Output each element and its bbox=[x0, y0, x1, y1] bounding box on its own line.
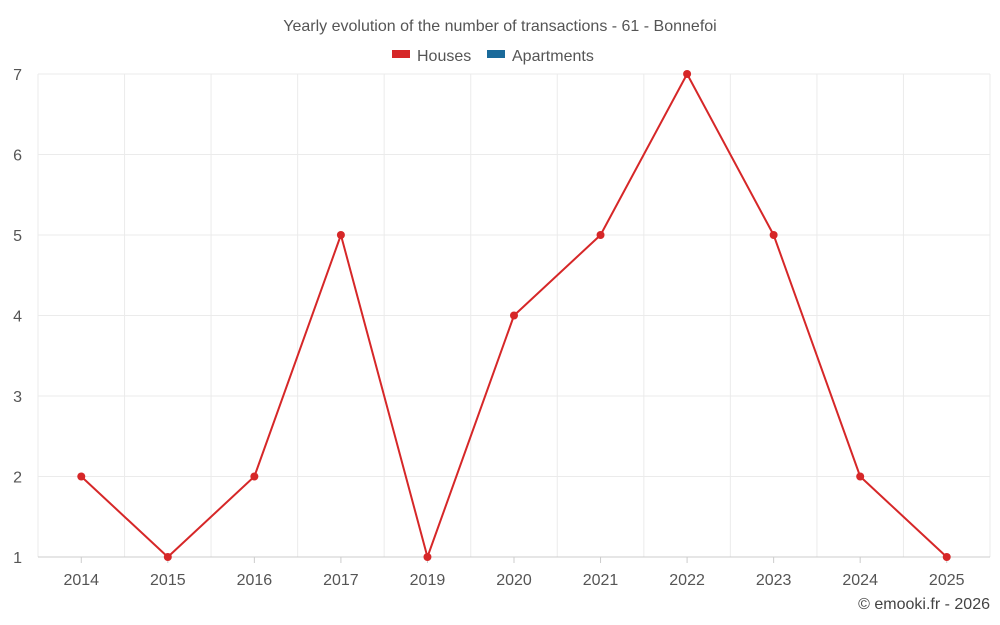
data-point-houses-2023[interactable] bbox=[769, 231, 778, 239]
x-tick-label: 2023 bbox=[756, 572, 792, 589]
legend-label-apartments: Apartments bbox=[512, 48, 594, 65]
legend-swatch-houses bbox=[392, 50, 410, 58]
data-point-houses-2024[interactable] bbox=[856, 472, 865, 481]
x-tick-label: 2019 bbox=[410, 572, 446, 589]
x-tick-label: 2017 bbox=[323, 572, 359, 589]
y-axis: 1 2 3 4 5 6 7 bbox=[13, 67, 22, 567]
y-tick-label: 6 bbox=[13, 148, 22, 165]
x-tick-label: 2025 bbox=[929, 572, 965, 589]
data-point-houses-2019[interactable] bbox=[423, 553, 432, 561]
x-axis: 2014 2015 2016 2017 2019 2020 2021 2022 2023 2024… bbox=[38, 556, 990, 589]
y-tick-label: 3 bbox=[13, 389, 22, 406]
data-point-houses-2020[interactable] bbox=[510, 311, 518, 320]
x-tick-label: 2016 bbox=[237, 572, 273, 589]
data-point-houses-2014[interactable] bbox=[77, 472, 86, 481]
y-tick-label: 7 bbox=[13, 67, 22, 84]
y-tick-label: 5 bbox=[13, 228, 22, 245]
x-tick-label: 2021 bbox=[583, 572, 619, 589]
data-point-houses-2025[interactable] bbox=[942, 553, 951, 561]
data-point-houses-2016[interactable] bbox=[250, 472, 259, 481]
y-tick-label: 2 bbox=[13, 470, 22, 487]
legend: Houses Apartments bbox=[392, 48, 594, 65]
legend-swatch-apartments bbox=[487, 50, 505, 58]
plot-area bbox=[77, 70, 951, 561]
y-tick-label: 1 bbox=[13, 550, 22, 567]
grid bbox=[37, 73, 991, 558]
credit-text: © emooki.fr - 2026 bbox=[858, 596, 990, 613]
data-point-houses-2022[interactable] bbox=[683, 70, 692, 78]
x-tick-label: 2015 bbox=[150, 572, 186, 589]
chart-title: Yearly evolution of the number of transa… bbox=[283, 18, 716, 35]
legend-label-houses: Houses bbox=[417, 48, 471, 65]
legend-item-houses[interactable]: Houses bbox=[392, 48, 471, 65]
data-point-houses-2017[interactable] bbox=[336, 231, 345, 239]
data-point-houses-2015[interactable] bbox=[163, 553, 172, 561]
y-tick-label: 4 bbox=[13, 309, 22, 326]
x-tick-label: 2014 bbox=[63, 572, 99, 589]
legend-item-apartments[interactable]: Apartments bbox=[487, 48, 594, 65]
x-tick-label: 2022 bbox=[669, 572, 705, 589]
x-tick-label: 2020 bbox=[496, 572, 532, 589]
x-tick-label: 2024 bbox=[842, 572, 878, 589]
data-point-houses-2021[interactable] bbox=[596, 231, 605, 239]
